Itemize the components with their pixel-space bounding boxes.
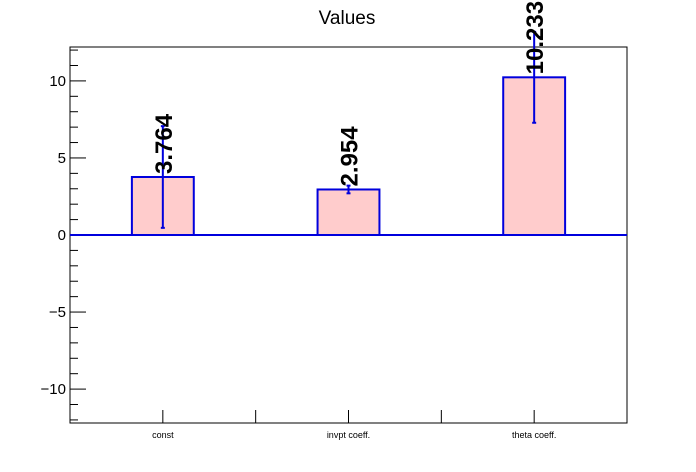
y-tick-label: 5	[58, 150, 66, 167]
x-axis: const invpt coeff. theta coeff.	[152, 410, 556, 440]
bar-value-label: 3.764	[151, 113, 178, 174]
bar-value-label: 2.954	[337, 126, 364, 187]
y-tick-label: −10	[41, 381, 66, 398]
error-bars-group	[160, 30, 537, 229]
x-tick-label: theta coeff.	[512, 430, 556, 440]
y-tick-label: −5	[49, 304, 66, 321]
value-labels-group: 3.764 2.954 10.233	[151, 1, 549, 187]
x-tick-label: invpt coeff.	[327, 430, 370, 440]
x-tick-label: const	[152, 430, 174, 440]
chart-title: Values	[319, 8, 376, 29]
y-tick-label: 10	[49, 73, 66, 90]
bar	[316, 188, 381, 236]
bar-value-label: 10.233	[522, 1, 549, 74]
y-tick-label: 0	[58, 227, 66, 244]
